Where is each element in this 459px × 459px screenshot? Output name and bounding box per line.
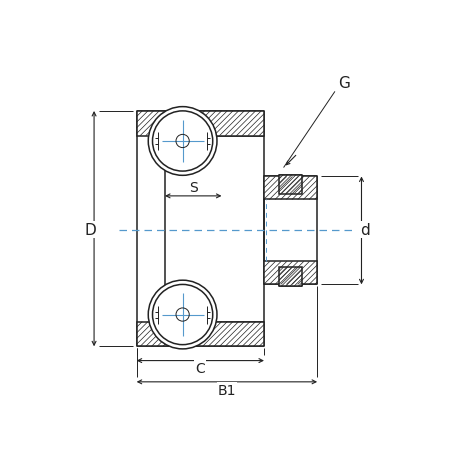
Bar [136, 112, 263, 136]
Bar [136, 322, 263, 347]
Bar [279, 175, 302, 194]
Bar [279, 268, 302, 286]
Circle shape [152, 112, 212, 172]
Bar [263, 262, 317, 285]
Circle shape [148, 280, 217, 349]
Text: C: C [195, 362, 205, 375]
Bar [136, 136, 263, 322]
Text: d: d [359, 223, 369, 237]
Text: B1: B1 [217, 383, 235, 397]
Text: D: D [84, 223, 96, 237]
Text: S: S [189, 181, 197, 195]
Text: G: G [337, 76, 349, 91]
Bar [263, 200, 317, 262]
Circle shape [152, 285, 212, 345]
Bar [263, 177, 317, 200]
Circle shape [148, 107, 217, 176]
